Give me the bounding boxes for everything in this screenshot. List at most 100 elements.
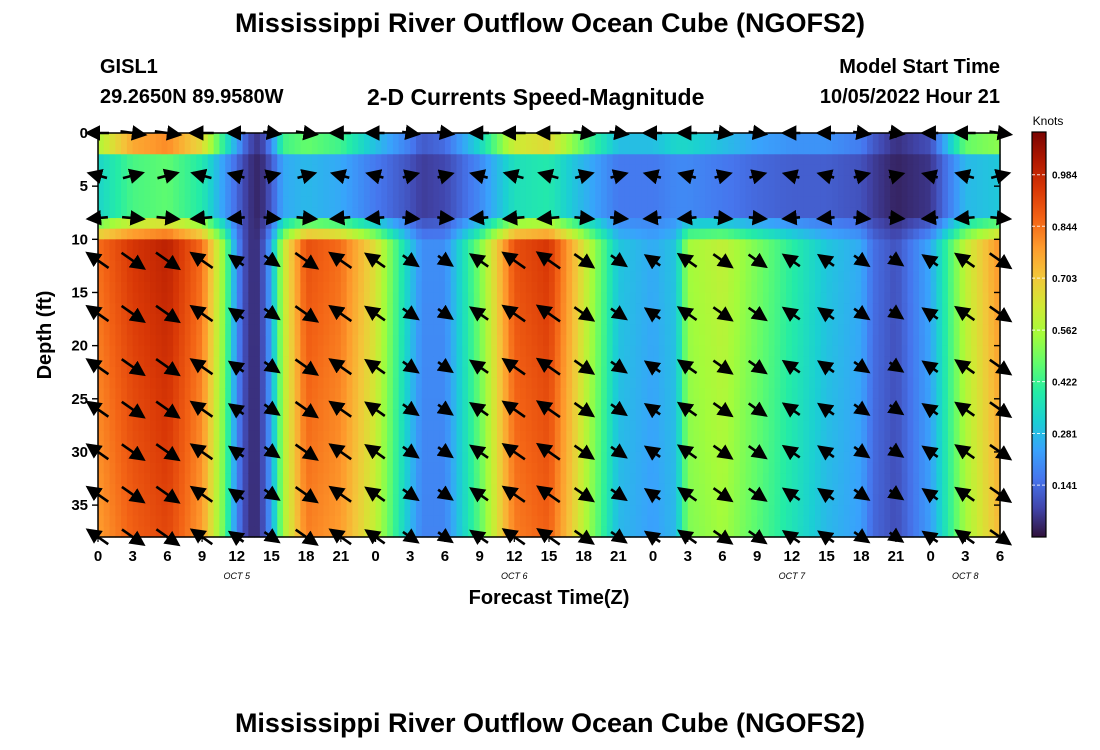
heatmap-cell bbox=[473, 409, 481, 421]
heatmap-cell bbox=[554, 143, 562, 155]
heatmap-cell bbox=[369, 154, 377, 166]
heatmap-cell bbox=[589, 462, 596, 474]
heatmap-cell bbox=[739, 494, 747, 506]
heatmap-cell bbox=[468, 143, 475, 155]
heatmap-cell bbox=[635, 218, 643, 230]
heatmap-cell bbox=[560, 143, 567, 155]
heatmap-cell bbox=[294, 196, 301, 209]
heatmap-cell bbox=[300, 515, 307, 527]
heatmap-cell bbox=[566, 451, 573, 464]
heatmap-cell bbox=[433, 335, 440, 347]
heatmap-cell bbox=[803, 133, 810, 145]
heatmap-cell bbox=[838, 228, 845, 240]
heatmap-cell bbox=[306, 398, 313, 411]
heatmap-cell bbox=[658, 462, 666, 474]
heatmap-cell bbox=[572, 218, 579, 230]
heatmap-cell bbox=[832, 409, 839, 421]
heatmap-cell bbox=[271, 196, 278, 209]
heatmap-cell bbox=[566, 356, 573, 368]
heatmap-cell bbox=[566, 388, 573, 400]
heatmap-cell bbox=[427, 260, 434, 272]
heatmap-cell bbox=[294, 388, 301, 400]
heatmap-cell bbox=[346, 420, 354, 432]
heatmap-cell bbox=[728, 239, 735, 251]
heatmap-cell bbox=[456, 441, 463, 453]
heatmap-cell bbox=[103, 473, 111, 485]
heatmap-cell bbox=[98, 441, 105, 453]
heatmap-cell bbox=[681, 260, 689, 272]
heatmap-cell bbox=[132, 377, 140, 389]
heatmap-cell bbox=[658, 335, 666, 347]
heatmap-cell bbox=[173, 249, 180, 262]
heatmap-cell bbox=[479, 196, 486, 209]
heatmap-cell bbox=[225, 260, 232, 272]
heatmap-cell bbox=[641, 324, 648, 336]
heatmap-cell bbox=[450, 505, 458, 517]
heatmap-cell bbox=[485, 526, 492, 538]
heatmap-cell bbox=[115, 196, 122, 209]
heatmap-cell bbox=[739, 473, 747, 485]
heatmap-cell bbox=[577, 292, 585, 304]
heatmap-cell bbox=[277, 483, 284, 496]
heatmap-cell bbox=[225, 462, 232, 474]
heatmap-cell bbox=[762, 420, 770, 432]
heatmap-cell bbox=[259, 515, 267, 527]
heatmap-cell bbox=[225, 228, 232, 240]
heatmap-cell bbox=[520, 228, 527, 240]
heatmap-cell bbox=[387, 451, 394, 464]
heatmap-cell bbox=[653, 154, 660, 166]
heatmap-cell bbox=[277, 356, 284, 368]
heatmap-cell bbox=[213, 271, 221, 283]
heatmap-cell bbox=[832, 356, 839, 368]
heatmap-cell bbox=[768, 281, 776, 294]
heatmap-cell bbox=[248, 228, 255, 240]
heatmap-cell bbox=[820, 281, 828, 294]
heatmap-cell bbox=[248, 196, 255, 209]
heatmap-cell bbox=[560, 228, 567, 240]
heatmap-cell bbox=[629, 260, 637, 272]
heatmap-cell bbox=[121, 239, 128, 251]
heatmap-cell bbox=[601, 388, 608, 400]
heatmap-cell bbox=[670, 218, 677, 230]
heatmap-cell bbox=[450, 420, 458, 432]
heatmap-cell bbox=[346, 164, 354, 177]
heatmap-cell bbox=[283, 505, 290, 517]
heatmap-cell bbox=[178, 377, 186, 389]
heatmap-cell bbox=[150, 430, 157, 442]
heatmap-cell bbox=[502, 388, 510, 400]
heatmap-cell bbox=[496, 271, 504, 283]
heatmap-cell bbox=[196, 271, 203, 283]
heatmap-cell bbox=[161, 281, 168, 294]
heatmap-cell bbox=[167, 345, 174, 357]
heatmap-cell bbox=[283, 313, 290, 325]
heatmap-cell bbox=[254, 303, 261, 315]
heatmap-cell bbox=[618, 441, 625, 453]
heatmap-cell bbox=[838, 239, 845, 251]
heatmap-cell bbox=[300, 473, 307, 485]
heatmap-cell bbox=[288, 515, 296, 527]
heatmap-cell bbox=[612, 154, 619, 166]
heatmap-cell bbox=[531, 260, 539, 272]
heatmap-cell bbox=[115, 441, 122, 453]
heatmap-cell bbox=[421, 281, 429, 294]
heatmap-cell bbox=[624, 303, 631, 315]
heatmap-cell bbox=[254, 515, 261, 527]
heatmap-cell bbox=[595, 494, 602, 506]
heatmap-cell bbox=[670, 228, 677, 240]
heatmap-cell bbox=[173, 196, 180, 209]
heatmap-cell bbox=[681, 494, 689, 506]
heatmap-cell bbox=[601, 143, 608, 155]
heatmap-cell bbox=[768, 154, 776, 166]
heatmap-cell bbox=[699, 441, 706, 453]
heatmap-cell bbox=[433, 196, 440, 209]
heatmap-cell bbox=[363, 494, 371, 506]
heatmap-cell bbox=[496, 388, 504, 400]
heatmap-cell bbox=[416, 335, 423, 347]
heatmap-cell bbox=[248, 218, 255, 230]
heatmap-cell bbox=[259, 271, 267, 283]
heatmap-cell bbox=[225, 494, 232, 506]
heatmap-cell bbox=[323, 505, 330, 517]
heatmap-cell bbox=[670, 430, 677, 442]
heatmap-cell bbox=[115, 303, 122, 315]
heatmap-cell bbox=[641, 451, 648, 464]
